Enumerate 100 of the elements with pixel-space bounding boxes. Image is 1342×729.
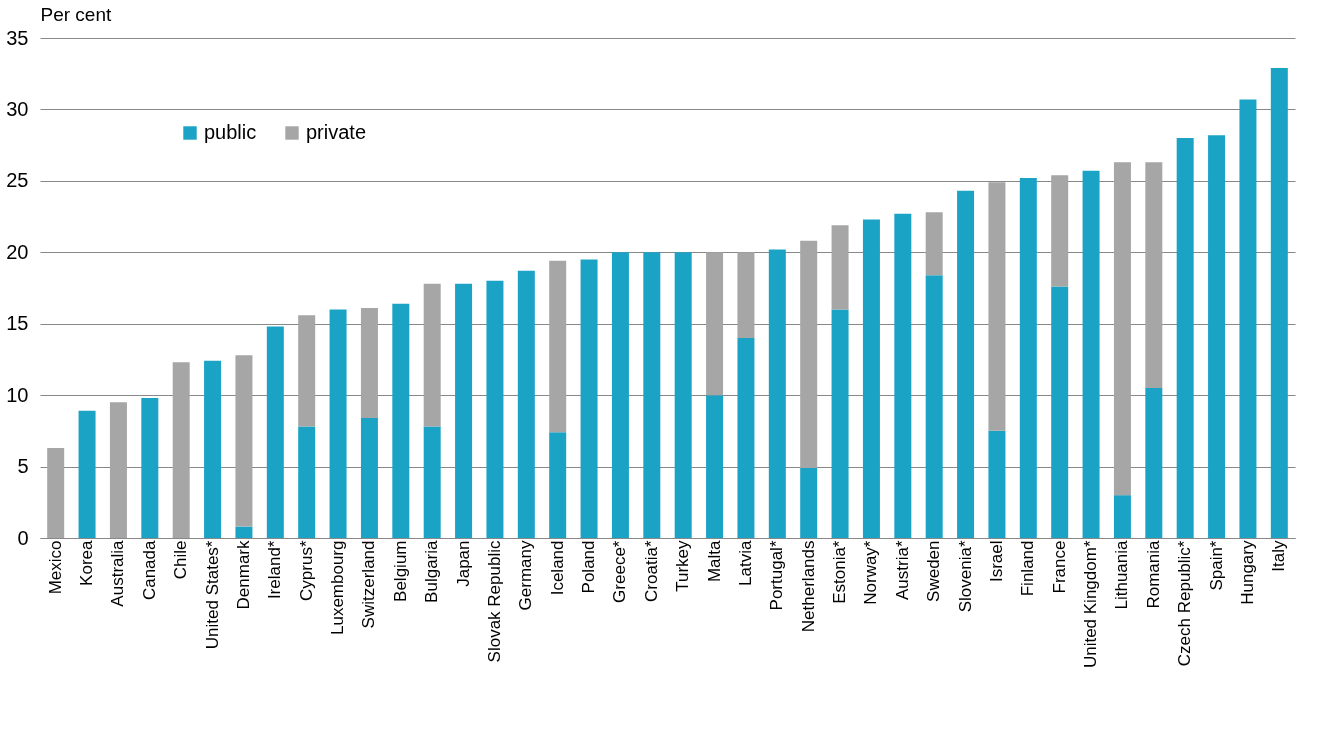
x-tick-label: Austria* (892, 540, 912, 601)
x-tick-label: United Kingdom* (1081, 540, 1101, 669)
bar (204, 360, 222, 538)
bar (423, 426, 441, 538)
bar (78, 410, 96, 538)
x-tick-label: Switzerland (359, 540, 379, 629)
bar (455, 283, 473, 538)
x-tick-label: Finland (1018, 540, 1038, 597)
y-tick-label: 25 (6, 169, 29, 192)
x-tick-label: Cyprus* (296, 540, 316, 601)
x-tick-label: Latvia (735, 539, 755, 586)
x-tick-label: Sweden (924, 540, 944, 602)
legend-label: public (204, 121, 257, 143)
bar (517, 270, 535, 538)
x-tick-label: Spain* (1206, 540, 1226, 591)
x-tick-label: Slovenia* (955, 540, 975, 613)
x-tick-label: Slovak Republic (484, 540, 504, 663)
y-tick-label: 15 (6, 312, 29, 335)
bar (1145, 162, 1163, 388)
x-tick-label: Croatia* (641, 540, 661, 602)
bar (1113, 162, 1131, 496)
bar (486, 280, 504, 538)
x-tick-label: Luxembourg (328, 540, 348, 636)
bar (894, 213, 912, 538)
bar (737, 252, 755, 338)
bar (988, 182, 1006, 431)
bar (674, 252, 692, 538)
bar (925, 275, 943, 538)
bar (831, 225, 849, 310)
x-tick-label: Canada (139, 539, 159, 601)
bar (831, 309, 849, 538)
x-tick-label: France (1049, 540, 1069, 594)
bar (235, 355, 253, 527)
bar (611, 252, 629, 538)
bar (298, 315, 316, 427)
x-tick-label: Poland (579, 540, 599, 594)
bar (580, 259, 598, 538)
bar (47, 448, 65, 538)
bar (298, 426, 316, 538)
x-tick-label: Netherlands (798, 540, 818, 633)
x-tick-label: Czech Republic* (1175, 540, 1195, 667)
x-tick-label: Japan (453, 540, 473, 587)
x-tick-label: United States* (202, 540, 222, 650)
bar (1239, 99, 1257, 538)
y-tick-label: 10 (6, 383, 29, 406)
bar (768, 249, 786, 538)
bar (549, 260, 567, 433)
bar (706, 395, 724, 538)
bar (706, 252, 724, 396)
bar (235, 526, 253, 538)
bar (360, 308, 378, 418)
x-tick-label: Lithuania (1112, 539, 1132, 610)
bar (1176, 138, 1194, 538)
bar (423, 283, 441, 427)
y-tick-label: 35 (6, 26, 29, 49)
x-tick-label: Portugal* (767, 540, 787, 611)
bar (1051, 175, 1069, 287)
bar (1145, 388, 1163, 538)
x-tick-label: Norway* (861, 540, 881, 605)
x-tick-label: Ireland* (265, 540, 285, 600)
bar (1113, 495, 1131, 538)
x-tick-label: Israel (986, 540, 1006, 583)
bar (643, 252, 661, 538)
bar (925, 212, 943, 276)
bar (1082, 170, 1100, 538)
bar (800, 240, 818, 468)
bar (266, 326, 284, 538)
bar (360, 418, 378, 538)
x-tick-label: Belgium (390, 540, 410, 602)
x-tick-label: Hungary (1237, 540, 1257, 605)
bar (109, 402, 127, 538)
x-tick-label: Turkey (673, 540, 693, 592)
y-axis-title: Per cent (40, 3, 112, 25)
y-tick-label: 20 (6, 240, 29, 263)
x-tick-label: Bulgaria (422, 539, 442, 603)
x-tick-label: Denmark (233, 540, 253, 610)
x-tick-label: Malta (704, 539, 724, 583)
bar (549, 432, 567, 538)
bar (800, 468, 818, 538)
x-tick-label: Chile (171, 540, 191, 580)
bar (392, 303, 410, 538)
bar (862, 219, 880, 538)
bar (957, 190, 975, 538)
bar (737, 338, 755, 538)
bar (1270, 68, 1288, 538)
x-tick-label: Australia (108, 539, 128, 607)
bar (329, 309, 347, 538)
bar (1051, 286, 1069, 538)
bar (988, 430, 1006, 538)
x-tick-label: Korea (77, 539, 97, 586)
x-tick-label: Romania (1143, 539, 1163, 609)
bar (1208, 135, 1226, 538)
x-tick-label: Greece* (610, 540, 630, 603)
x-tick-label: Italy (1269, 540, 1289, 572)
bar (141, 398, 159, 538)
y-tick-label: 5 (17, 455, 29, 478)
y-tick-label: 0 (17, 526, 29, 549)
bar (172, 362, 190, 538)
legend-label: private (306, 121, 367, 143)
x-tick-label: Germany (516, 540, 536, 611)
